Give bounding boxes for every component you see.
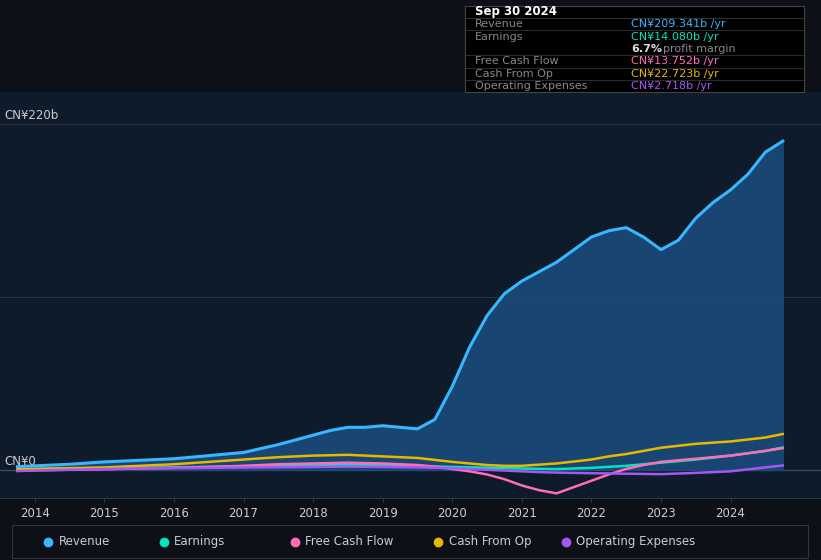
Text: 2018: 2018 [298,507,328,520]
Text: 2020: 2020 [438,507,467,520]
Text: 2021: 2021 [507,507,537,520]
Text: 2023: 2023 [646,507,676,520]
Text: Earnings: Earnings [475,31,523,41]
Text: Cash From Op: Cash From Op [449,535,531,548]
Text: Sep 30 2024: Sep 30 2024 [475,5,557,18]
Text: 2024: 2024 [716,507,745,520]
Text: 2015: 2015 [89,507,119,520]
Text: CN¥22.723b /yr: CN¥22.723b /yr [631,69,718,79]
Text: 2016: 2016 [159,507,189,520]
Text: CN¥13.752b /yr: CN¥13.752b /yr [631,57,718,67]
Text: 6.7%: 6.7% [631,44,662,54]
Text: -CN¥20b: -CN¥20b [4,503,55,516]
Text: CN¥220b: CN¥220b [4,109,58,122]
Text: CN¥209.341b /yr: CN¥209.341b /yr [631,19,726,29]
Text: CN¥14.080b /yr: CN¥14.080b /yr [631,31,718,41]
Text: Free Cash Flow: Free Cash Flow [305,535,394,548]
Text: 2014: 2014 [20,507,50,520]
Text: Operating Expenses: Operating Expenses [576,535,695,548]
Text: 2019: 2019 [368,507,397,520]
Text: 2017: 2017 [228,507,259,520]
Text: Revenue: Revenue [58,535,110,548]
Text: CN¥0: CN¥0 [4,455,36,468]
Text: Earnings: Earnings [174,535,225,548]
Text: 2022: 2022 [576,507,607,520]
Text: Revenue: Revenue [475,19,524,29]
Text: profit margin: profit margin [663,44,736,54]
Text: Free Cash Flow: Free Cash Flow [475,57,558,67]
Text: Operating Expenses: Operating Expenses [475,81,587,91]
Text: CN¥2.718b /yr: CN¥2.718b /yr [631,81,712,91]
Text: Cash From Op: Cash From Op [475,69,553,79]
